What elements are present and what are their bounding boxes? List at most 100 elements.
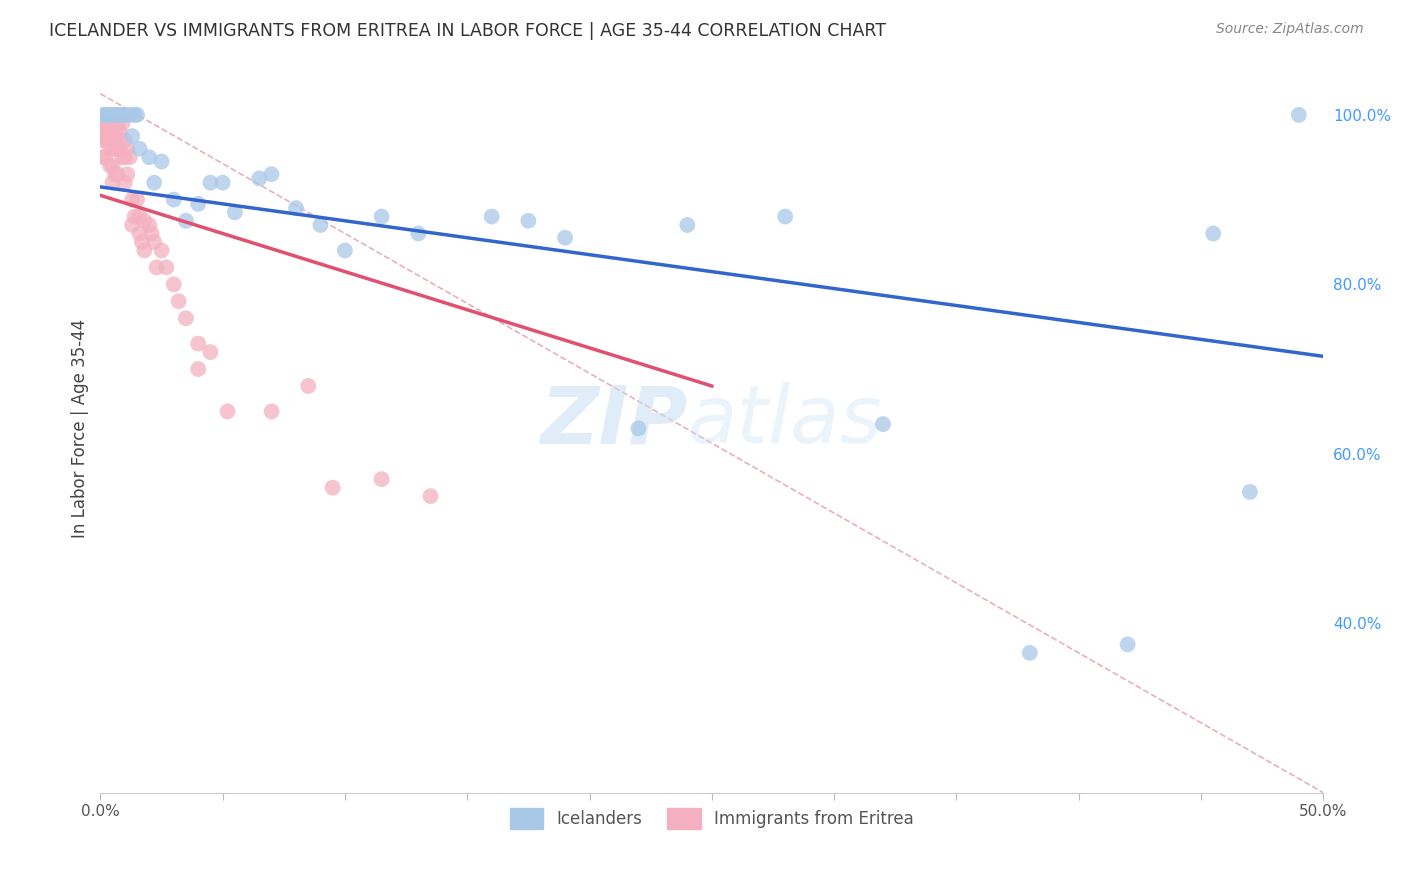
Point xyxy=(128,142,150,156)
Point xyxy=(121,218,143,232)
Point xyxy=(108,142,131,156)
Point xyxy=(297,379,319,393)
Point xyxy=(333,244,356,258)
Point xyxy=(98,116,121,130)
Point xyxy=(1239,484,1261,499)
Point xyxy=(124,210,146,224)
Point xyxy=(104,108,127,122)
Point xyxy=(118,108,141,122)
Point xyxy=(91,133,114,147)
Point xyxy=(94,150,117,164)
Point xyxy=(187,362,209,376)
Point xyxy=(322,481,344,495)
Point xyxy=(101,129,124,144)
Point xyxy=(91,125,114,139)
Point xyxy=(101,142,124,156)
Point xyxy=(517,214,540,228)
Point xyxy=(217,404,239,418)
Point xyxy=(94,116,117,130)
Point xyxy=(200,176,222,190)
Point xyxy=(370,472,392,486)
Point xyxy=(167,294,190,309)
Point xyxy=(138,150,160,164)
Point xyxy=(163,277,186,292)
Point xyxy=(94,133,117,147)
Point xyxy=(114,108,136,122)
Point xyxy=(101,159,124,173)
Point xyxy=(174,311,197,326)
Point xyxy=(101,176,124,190)
Point xyxy=(97,108,120,122)
Point xyxy=(481,210,503,224)
Point xyxy=(211,176,233,190)
Point xyxy=(98,159,121,173)
Point xyxy=(121,129,143,144)
Point xyxy=(97,125,120,139)
Point xyxy=(150,244,173,258)
Point xyxy=(128,210,150,224)
Point xyxy=(1288,108,1310,122)
Point xyxy=(260,167,283,181)
Point xyxy=(101,108,124,122)
Point xyxy=(1202,227,1225,241)
Point xyxy=(98,142,121,156)
Point xyxy=(155,260,177,275)
Point xyxy=(104,142,127,156)
Point xyxy=(125,193,148,207)
Point xyxy=(101,116,124,130)
Y-axis label: In Labor Force | Age 35-44: In Labor Force | Age 35-44 xyxy=(72,318,89,538)
Point xyxy=(134,214,156,228)
Point xyxy=(309,218,332,232)
Point xyxy=(108,125,131,139)
Point xyxy=(114,176,136,190)
Point xyxy=(97,116,120,130)
Point xyxy=(107,167,129,181)
Point xyxy=(125,108,148,122)
Point xyxy=(91,150,114,164)
Point xyxy=(117,142,139,156)
Point xyxy=(98,108,121,122)
Text: Source: ZipAtlas.com: Source: ZipAtlas.com xyxy=(1216,22,1364,37)
Point xyxy=(107,116,129,130)
Point xyxy=(143,176,166,190)
Text: ICELANDER VS IMMIGRANTS FROM ERITREA IN LABOR FORCE | AGE 35-44 CORRELATION CHAR: ICELANDER VS IMMIGRANTS FROM ERITREA IN … xyxy=(49,22,886,40)
Point xyxy=(91,108,114,122)
Point xyxy=(114,133,136,147)
Point xyxy=(200,345,222,359)
Point xyxy=(98,125,121,139)
Point xyxy=(174,214,197,228)
Point xyxy=(104,133,127,147)
Point xyxy=(554,231,576,245)
Point xyxy=(247,171,270,186)
Point xyxy=(627,421,650,435)
Point xyxy=(118,150,141,164)
Point xyxy=(128,227,150,241)
Point xyxy=(150,154,173,169)
Point xyxy=(114,150,136,164)
Point xyxy=(117,167,139,181)
Point xyxy=(97,133,120,147)
Point xyxy=(111,108,134,122)
Point xyxy=(143,235,166,249)
Point xyxy=(107,133,129,147)
Legend: Icelanders, Immigrants from Eritrea: Icelanders, Immigrants from Eritrea xyxy=(503,802,921,835)
Point xyxy=(124,108,146,122)
Point xyxy=(104,125,127,139)
Text: atlas: atlas xyxy=(688,382,882,460)
Point xyxy=(111,116,134,130)
Point xyxy=(104,167,127,181)
Point xyxy=(872,417,894,431)
Text: ZIP: ZIP xyxy=(540,382,688,460)
Point xyxy=(94,108,117,122)
Point xyxy=(108,108,131,122)
Point xyxy=(773,210,796,224)
Point xyxy=(121,193,143,207)
Point xyxy=(131,235,153,249)
Point xyxy=(408,227,430,241)
Point xyxy=(285,201,308,215)
Point xyxy=(141,227,163,241)
Point xyxy=(260,404,283,418)
Point xyxy=(145,260,167,275)
Point xyxy=(107,108,129,122)
Point xyxy=(187,336,209,351)
